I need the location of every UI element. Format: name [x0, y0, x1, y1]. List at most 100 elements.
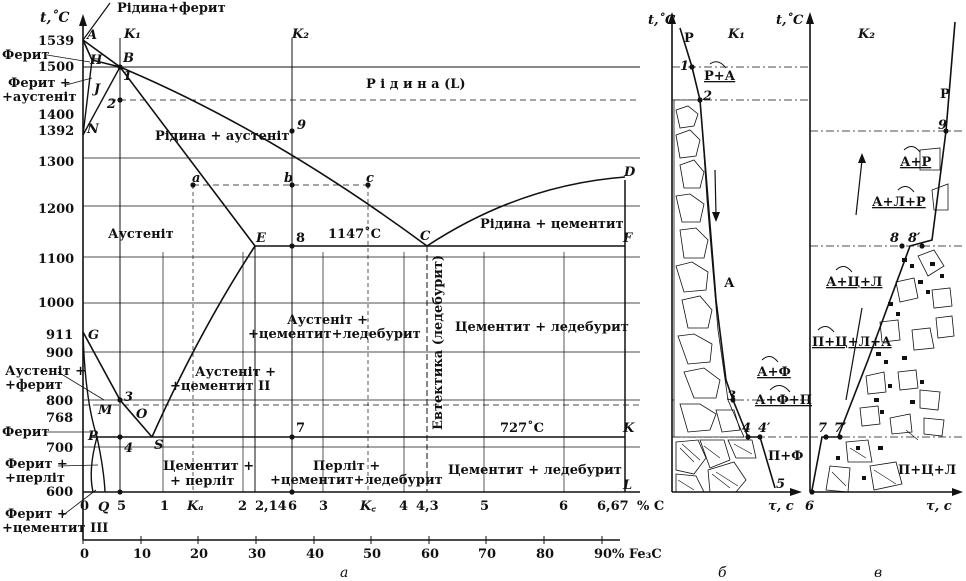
point-2: 2 — [106, 97, 116, 112]
region-ferrite-austenite-2: +аустеніт — [2, 90, 76, 105]
temperature-ticks: 1539 1500 1400 1392 1300 1200 1100 1000 … — [38, 34, 74, 500]
carbon-tick-ka: Kₐ — [186, 499, 204, 514]
carbon-tick-0-5: 5 — [117, 499, 126, 514]
vertical-lines — [119, 38, 626, 492]
k2-microstructure — [825, 147, 955, 493]
point-b: b — [284, 171, 293, 186]
tick-768: 768 — [46, 411, 73, 426]
tick-600: 600 — [46, 485, 73, 500]
point-labels: A H B J N G E C D F M O P S K Q L 1 2 3 … — [85, 27, 636, 515]
main-diagram: 1539 1500 1400 1392 1300 1200 1100 1000 … — [2, 1, 664, 581]
tick-1200: 1200 — [38, 202, 74, 217]
k2-label-7b: 7′ — [834, 421, 847, 436]
fe3c-tick-30: 30 — [248, 547, 266, 562]
region-cementite-pearlite-1: Цементит + — [163, 459, 254, 474]
k2-curve-label: K₂ — [857, 27, 875, 42]
eutectic-temperature: 1147˚C — [328, 226, 381, 242]
leader-lines — [44, 54, 105, 517]
cooling-curve-k2: t,˚C K₂ τ, с — [776, 12, 963, 581]
point-A: A — [85, 28, 97, 43]
point-O: O — [136, 407, 148, 422]
carbon-tick-k2: 6 — [288, 499, 297, 514]
k1-label-A: А — [724, 276, 735, 291]
point-M: M — [97, 403, 113, 418]
k2-label-PCL: П+Ц+Л — [898, 463, 956, 478]
region-ferrite-mid: Ферит — [2, 425, 49, 440]
point-P: P — [87, 429, 99, 444]
label-k1-top: K₁ — [123, 27, 141, 42]
figure-label-c: в — [874, 565, 882, 581]
region-liquid-ferrite: Рідина+ферит — [117, 1, 226, 16]
region-liquid-austenite: Рідина + аустеніт — [155, 129, 289, 144]
point-4: 4 — [124, 441, 133, 456]
tick-800: 800 — [46, 394, 73, 409]
region-labels: Р і д и н а (L) Рідина + аустеніт Рідина… — [2, 1, 629, 536]
k2-label-P: Р — [940, 87, 950, 102]
tick-1000: 1000 — [38, 296, 74, 311]
region-austenite-cementite-ledeburite-1: Аустеніт + — [287, 313, 368, 328]
eutectoid-temperature: 727˚C — [500, 420, 544, 436]
carbon-tick-2-14: 2,14 — [255, 499, 287, 514]
carbon-tick-0: 0 — [80, 499, 89, 514]
carbon-tick-5: 5 — [480, 499, 489, 514]
point-8: 8 — [296, 231, 305, 246]
carbon-tick-4-3: 4,3 — [416, 499, 439, 514]
region-ferrite-cementite3-2: +цементит III — [2, 521, 108, 536]
k1-curve-label: K₁ — [727, 27, 745, 42]
k1-pearlite-structure — [675, 439, 757, 493]
k1-label-1: 1 — [680, 59, 689, 74]
point-a: a — [192, 171, 200, 186]
phase-boundaries — [82, 2, 626, 493]
fe3c-tick-40: 40 — [306, 547, 324, 562]
region-cementite-pearlite-2: + перліт — [170, 474, 234, 489]
k2-label-8: 8 — [890, 231, 899, 246]
fe3c-tick-20: 20 — [190, 547, 208, 562]
point-C: C — [420, 229, 431, 244]
k2-time-label: τ, с — [926, 499, 952, 514]
label-k2-top: K₂ — [291, 27, 309, 42]
k1-label-5: 5 — [776, 477, 785, 492]
k2-label-AP: А+Р — [900, 155, 931, 170]
fe3c-axis-ticks: 0 10 20 30 40 50 60 70 80 90 % Fe₃C — [80, 536, 662, 562]
k1-label-PF: П+Ф — [768, 449, 804, 464]
figure-label-b: б — [718, 565, 727, 581]
carbon-tick-4: 4 — [399, 499, 408, 514]
k1-axis-title: t,˚C — [648, 12, 676, 28]
tick-1539: 1539 — [38, 34, 74, 49]
carbon-axis-ticks: 0 5 1 Kₐ 2 2,14 6 3 K꜀ 4 4,3 5 6 6,67 % … — [80, 499, 664, 514]
point-L: L — [622, 478, 632, 493]
carbon-tick-2: 2 — [238, 499, 247, 514]
k1-label-AFP: А+Ф+П — [755, 393, 812, 408]
cooling-curve-k1: t,˚C K₁ τ, с — [648, 12, 812, 581]
k2-label-ALP: А+Л+Р — [872, 195, 926, 210]
carbon-axis-unit: % C — [637, 499, 664, 514]
point-Q: Q — [98, 500, 110, 515]
k1-label-4: 4 — [742, 421, 751, 436]
point-F: F — [622, 231, 633, 246]
point-3: 3 — [124, 390, 133, 405]
point-B: B — [122, 51, 134, 66]
y-axis-title: t,˚C — [40, 9, 69, 26]
fe3c-tick-70: 70 — [478, 547, 496, 562]
k1-label-2: 2 — [702, 89, 712, 104]
k1-label-AF: А+Ф — [757, 365, 791, 380]
tick-700: 700 — [46, 441, 73, 456]
k2-label-ACL: А+Ц+Л — [826, 275, 882, 290]
k1-label-P: Р — [684, 31, 694, 46]
region-ferrite-top: Ферит — [2, 48, 49, 63]
fe3c-tick-10: 10 — [133, 547, 151, 562]
tick-1392: 1392 — [38, 124, 74, 139]
carbon-tick-kc: K꜀ — [359, 499, 376, 514]
point-K: K — [622, 421, 635, 436]
point-H: H — [89, 53, 103, 68]
point-G: G — [88, 328, 99, 343]
isotherm-lines — [83, 66, 640, 448]
marker-dots — [117, 64, 371, 495]
fe3c-tick-50: 50 — [363, 547, 381, 562]
region-austenite-cementite2-1: Аустеніт + — [195, 365, 276, 380]
k2-label-8b: 8′ — [908, 231, 921, 246]
k1-label-3: 3 — [727, 389, 736, 404]
figure-label-a: а — [340, 565, 348, 581]
region-austenite: Аустеніт — [108, 227, 174, 242]
